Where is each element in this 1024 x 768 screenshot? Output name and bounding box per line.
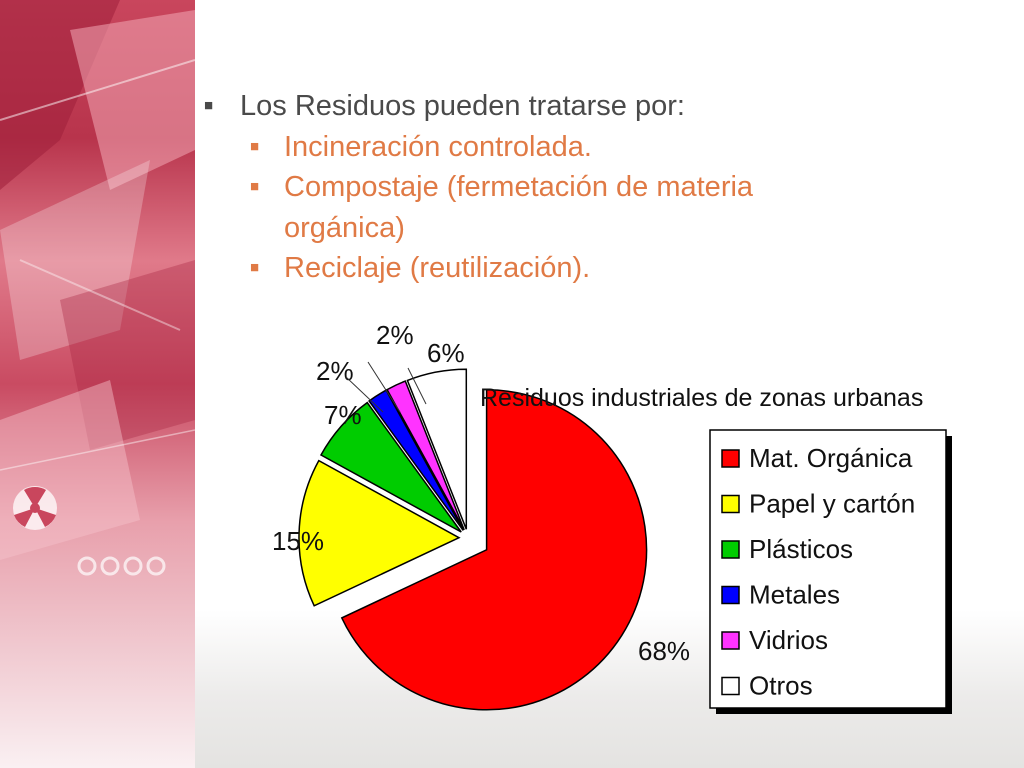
legend-box (709, 429, 947, 709)
data-label-plasticos: 7% (324, 400, 362, 430)
sub-bullet-continuation: orgánica) (200, 208, 900, 249)
sub-bullet-item: ■ Compostaje (fermetación de materia (200, 167, 900, 208)
legend-label-plasticos: Plásticos (749, 534, 853, 564)
sub-bullet-item: ■ Reciclaje (reutilización). (200, 248, 900, 289)
chart-title: Residuos industriales de zonas urbanas (480, 384, 923, 412)
bullet-list: ■ Los Residuos pueden tratarse por: ■ In… (200, 86, 900, 289)
legend-swatch-papel-y-carton (721, 494, 740, 514)
pie-slice-mat-organica (340, 389, 648, 711)
decorative-side-panel (0, 0, 195, 768)
pie-slice-papel-y-carton (298, 459, 461, 607)
data-label-vidrios: 2% (376, 320, 414, 350)
pie-slice-otros (406, 368, 468, 530)
legend-label-papel-y-carton: Papel y cartón (749, 489, 915, 519)
bullet-text: Los Residuos pueden tratarse por: (240, 90, 685, 122)
bullet-square-icon: ■ (250, 137, 260, 155)
leader-line (345, 376, 384, 413)
pie-slice-plasticos (319, 401, 462, 533)
pie-chart: 68% 15% 7% 2% 2% 6% Residuos industriales de z… (272, 320, 952, 714)
bullet-text: Reciclaje (reutilización). (284, 252, 591, 284)
legend-label-metales: Metales (749, 580, 840, 610)
legend-swatch-vidrios (721, 631, 740, 650)
bullet-square-icon: ■ (204, 97, 214, 114)
data-label-otros: 6% (427, 338, 465, 368)
data-label-papel-y-carton: 15% (272, 526, 324, 556)
circuit-rings-decoration (77, 556, 166, 576)
data-label-mat-organica: 68% (638, 636, 690, 666)
bullet-text: Incineración controlada. (284, 130, 592, 163)
data-label-metales: 2% (316, 356, 354, 386)
legend-label-mat-organica: Mat. Orgánica (749, 443, 913, 473)
legend-label-vidrios: Vidrios (749, 625, 828, 655)
legend-swatch-otros (721, 676, 740, 696)
pie-chart-container: 68% 15% 7% 2% 2% 6% Residuos industriales de z… (228, 320, 974, 720)
legend-swatch-mat-organica (721, 449, 740, 468)
bullet-text: Compostaje (fermetación de materia (284, 171, 754, 203)
leader-line (367, 361, 401, 413)
legend-swatch-metales (721, 585, 740, 605)
legend-label-otros: Otros (749, 671, 813, 701)
legend-swatch-plasticos (721, 540, 740, 559)
abstract-art-image (0, 0, 195, 576)
bullet-item: ■ Los Residuos pueden tratarse por: (200, 86, 900, 127)
leader-line (407, 367, 427, 405)
bullet-square-icon: ■ (250, 259, 260, 276)
pie-slice-vidrios (386, 380, 465, 531)
sub-bullet-item: ■ Incineración controlada. (200, 127, 900, 168)
bullet-text: orgánica) (284, 211, 405, 244)
bullet-square-icon: ■ (250, 178, 260, 195)
